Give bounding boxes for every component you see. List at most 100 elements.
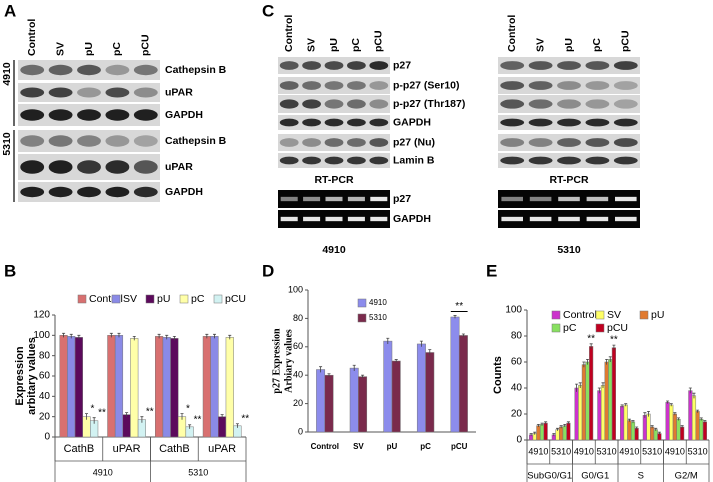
rt-pcr-row-label: p27 <box>393 193 411 205</box>
error-bar <box>666 400 670 404</box>
error-bar <box>646 411 650 417</box>
error-bar <box>461 333 465 337</box>
bar <box>107 335 116 438</box>
significance: ** <box>455 301 463 312</box>
bar <box>383 340 393 433</box>
blot-band <box>324 99 344 109</box>
bar <box>162 337 171 438</box>
blot-band <box>77 186 101 198</box>
error-bar <box>77 334 81 340</box>
lane-label: pU <box>83 42 95 56</box>
gel-band <box>370 216 388 222</box>
legend-label: 4910 <box>369 298 387 307</box>
blot-band <box>346 61 366 70</box>
rt-pcr-row-label: GAPDH <box>393 213 431 225</box>
bar <box>536 425 541 441</box>
bar <box>597 390 602 441</box>
blot-band <box>279 99 299 109</box>
error-bar <box>180 413 184 420</box>
blot-band <box>48 135 73 147</box>
y-tick-label: 20 <box>511 409 523 420</box>
row-label: GAPDH <box>393 116 431 128</box>
error-bar <box>327 373 331 377</box>
blot-band <box>133 160 158 174</box>
blot-band <box>105 135 130 147</box>
blot-band <box>20 186 45 198</box>
gel-band <box>615 196 637 202</box>
error-bar <box>669 403 673 407</box>
y-tick-label: 0 <box>516 435 522 446</box>
bar <box>67 336 76 438</box>
blot-band <box>500 81 525 90</box>
legend-swatch <box>357 298 367 308</box>
group-label: G2/M <box>675 471 698 482</box>
bar <box>646 413 651 441</box>
y-tick-label: 40 <box>293 370 303 380</box>
bar <box>562 425 567 441</box>
legend-swatch <box>111 294 121 304</box>
blot-band <box>105 64 130 76</box>
blot-band <box>528 118 553 127</box>
error-bar <box>559 425 563 429</box>
legend-swatch <box>595 323 605 333</box>
bar <box>650 426 655 441</box>
group-label: SubG0/G1 <box>527 471 572 482</box>
x-tick-label: CathB <box>159 443 190 455</box>
blot-band <box>346 118 366 127</box>
bar <box>202 336 211 438</box>
blot-band <box>20 64 45 76</box>
blot-band <box>77 160 101 174</box>
error-bar <box>352 364 356 371</box>
error-bar <box>165 334 169 340</box>
blot-band <box>613 138 638 147</box>
y-axis-label: Arbiary values <box>283 329 294 393</box>
blot-band <box>585 61 610 70</box>
gel-band <box>370 196 388 202</box>
error-bar <box>703 420 707 424</box>
gel-band <box>325 196 343 202</box>
y-tick-label: 60 <box>39 371 51 382</box>
blot-band <box>500 118 525 127</box>
error-bar <box>586 359 590 365</box>
rt-pcr-title: RT-PCR <box>314 174 354 186</box>
error-bar <box>673 412 677 416</box>
bar <box>634 428 639 441</box>
blot-band <box>585 138 610 147</box>
x-tick-label: uPAR <box>113 443 141 455</box>
y-tick-label: 100 <box>288 284 303 294</box>
legend-label: pU <box>157 293 170 305</box>
error-bar <box>140 416 144 423</box>
blot-band <box>528 156 553 165</box>
error-bar <box>69 333 73 339</box>
blot-band <box>133 64 158 76</box>
legend-swatch <box>639 310 649 320</box>
significance: * <box>186 403 190 414</box>
legend-label: pCU <box>607 322 628 334</box>
lane-label: pU <box>328 38 340 52</box>
x-tick-label: 5310 <box>688 446 708 456</box>
blot-band <box>528 81 553 90</box>
blot-band <box>279 156 299 165</box>
y-axis-label: arbitary values <box>26 337 38 415</box>
bar <box>669 404 674 441</box>
error-bar <box>386 337 390 344</box>
blot-band <box>557 61 581 70</box>
bar <box>680 426 685 441</box>
error-bar <box>597 387 601 394</box>
bar <box>210 336 219 438</box>
y-tick-label: 20 <box>39 411 51 422</box>
error-bar <box>544 421 548 425</box>
blot-strip <box>498 77 640 94</box>
error-bar <box>157 333 161 339</box>
bar <box>425 352 435 433</box>
bar <box>59 335 68 438</box>
error-bar <box>631 420 635 424</box>
group-label: G0/G1 <box>581 471 609 482</box>
gel-band <box>347 196 365 202</box>
bar <box>391 360 401 433</box>
bar <box>653 429 658 441</box>
error-bar <box>109 332 113 338</box>
blot-band <box>105 186 130 198</box>
error-bar <box>582 361 586 368</box>
bar <box>623 404 628 441</box>
